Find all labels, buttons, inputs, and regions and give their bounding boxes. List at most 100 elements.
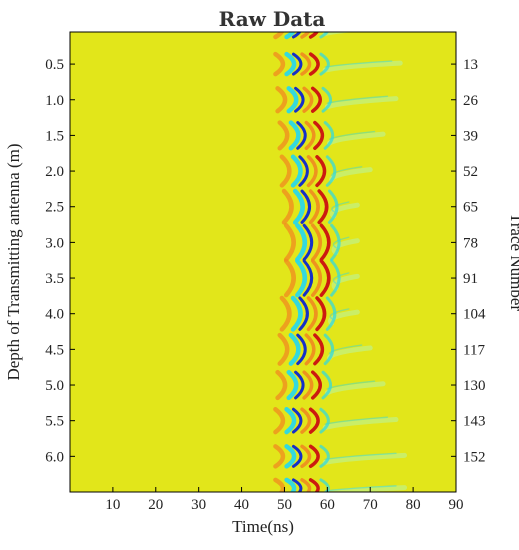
gather-wavelet-band: [323, 121, 335, 150]
gather-wavelet-band: [273, 444, 286, 469]
right-tick-label: 39: [463, 128, 478, 144]
gather-wavelet-band: [311, 259, 322, 297]
gather-wavelet-band: [308, 407, 320, 434]
trace-gather: [273, 444, 408, 469]
right-tick-label: 65: [463, 200, 478, 216]
gather-wavelet-band: [306, 296, 318, 332]
y-tick-label: 2.0: [45, 164, 64, 180]
x-tick-label: 50: [277, 497, 292, 513]
gather-wavelet-band: [315, 296, 327, 332]
gather-wavelet-band: [291, 407, 303, 434]
trace-gather: [277, 332, 373, 366]
gather-wavelet-band: [321, 370, 333, 400]
gather-wavelet-band: [308, 52, 320, 76]
gather-wavelet-band: [325, 155, 337, 187]
gather-tail-wave: [332, 236, 350, 249]
gather-tail: [322, 60, 403, 73]
gather-wavelet-band: [304, 333, 316, 366]
x-tick-label: 90: [449, 497, 464, 513]
gather-wavelet-band: [286, 86, 299, 114]
gather-wavelet-band: [300, 52, 312, 76]
gather-wavelet-band: [300, 32, 311, 39]
gather-wavelet-band: [284, 407, 297, 435]
trace-gather: [275, 86, 399, 114]
heatmap-layer: [273, 26, 408, 492]
gather-wavelet-band: [319, 407, 330, 434]
trace-gather: [273, 51, 403, 77]
x-tick-label: 60: [320, 497, 335, 513]
trace-gather: [275, 369, 386, 401]
gather-wavelet-band: [279, 295, 292, 332]
gather-wavelet-band: [295, 223, 308, 262]
y-tick-label: 3.5: [45, 271, 64, 287]
y-tick-label: 4.0: [45, 307, 64, 323]
trace-gather: [273, 407, 399, 435]
gather-tail-wave: [328, 344, 363, 355]
gather-wavelet-band: [294, 86, 305, 113]
gather-tail-wave: [330, 166, 363, 177]
gather-wavelet-band: [284, 477, 297, 492]
gather-wavelet-band: [279, 154, 292, 188]
gather-wavelet-band: [291, 444, 303, 468]
gather-wavelet-band: [321, 86, 333, 113]
gather-wavelet-band: [319, 478, 330, 492]
trace-gather: [281, 188, 360, 225]
x-tick-label: 10: [105, 497, 120, 513]
gather-wavelet-band: [302, 259, 314, 297]
gather-wavelet-band: [330, 223, 341, 262]
y-tick-label: 0.5: [45, 57, 64, 73]
gather-wavelet-band: [291, 478, 303, 492]
y-tick-label: 1.5: [45, 128, 64, 144]
gather-wavelet-band: [286, 369, 299, 401]
right-tick-label: 152: [463, 449, 486, 465]
gather-tail: [322, 452, 408, 465]
gather-wavelet-band: [319, 444, 330, 468]
gather-wavelet-band: [275, 86, 288, 114]
right-tick-label: 13: [463, 57, 478, 73]
y-tick-label: 5.5: [45, 414, 64, 430]
gather-wavelet-band: [291, 52, 303, 76]
trace-gather: [279, 295, 360, 332]
x-axis-ticks: 10 20 30 40 50 60 70 80 90: [105, 487, 464, 513]
x-tick-label: 20: [148, 497, 163, 513]
gather-tail-wave: [325, 26, 379, 31]
plot-background: [70, 32, 456, 492]
gather-wavelet-band: [325, 296, 337, 331]
gather-wavelet-band: [308, 32, 319, 39]
gather-tail-wave: [331, 201, 350, 213]
gather-wavelet-band: [277, 332, 290, 366]
gather-wavelet-band: [275, 369, 288, 401]
right-tick-label: 26: [463, 93, 479, 109]
right-axis-ticks: 13 26 39 52 65 78 91 104 117 130 143 152: [451, 57, 486, 465]
trace-gather: [273, 477, 408, 492]
gather-wavelet-band: [273, 32, 285, 40]
right-axis-label: Trace Number: [507, 213, 519, 311]
right-tick-label: 130: [463, 378, 486, 394]
trace-gather: [283, 223, 360, 262]
gather-tail: [323, 485, 408, 492]
gather-wavelet-band: [304, 120, 316, 150]
gather-wavelet-band: [273, 407, 286, 435]
gather-wavelet-band: [327, 189, 339, 224]
gather-wavelet-band: [300, 407, 312, 434]
y-tick-label: 5.0: [45, 378, 64, 394]
gather-wavelet-band: [330, 259, 341, 297]
gather-wavelet-band: [302, 370, 314, 400]
y-tick-label: 2.5: [45, 200, 64, 216]
y-axis-ticks: 0.5 1.0 1.5 2.0 2.5 3.0 3.5 4.0 4.5 5.0 5.5 6.0: [45, 57, 75, 465]
chart-title: Raw Data: [219, 7, 326, 31]
x-tick-label: 30: [191, 497, 206, 513]
gather-wavelet-band: [294, 370, 305, 400]
gather-wavelet-band: [291, 32, 302, 39]
gather-wavelet-band: [284, 51, 297, 77]
gather-wavelet-band: [311, 370, 322, 400]
gather-tail-wave: [329, 308, 350, 320]
gather-wavelet-band: [298, 296, 309, 331]
gather-wavelet-band: [283, 223, 296, 262]
gather-wavelet-band: [319, 52, 330, 76]
right-tick-label: 78: [463, 235, 478, 251]
gather-wavelet-band: [313, 120, 325, 150]
gather-wavelet-band: [300, 444, 312, 469]
right-tick-label: 143: [463, 414, 486, 430]
gather-wavelet-band: [292, 188, 305, 225]
